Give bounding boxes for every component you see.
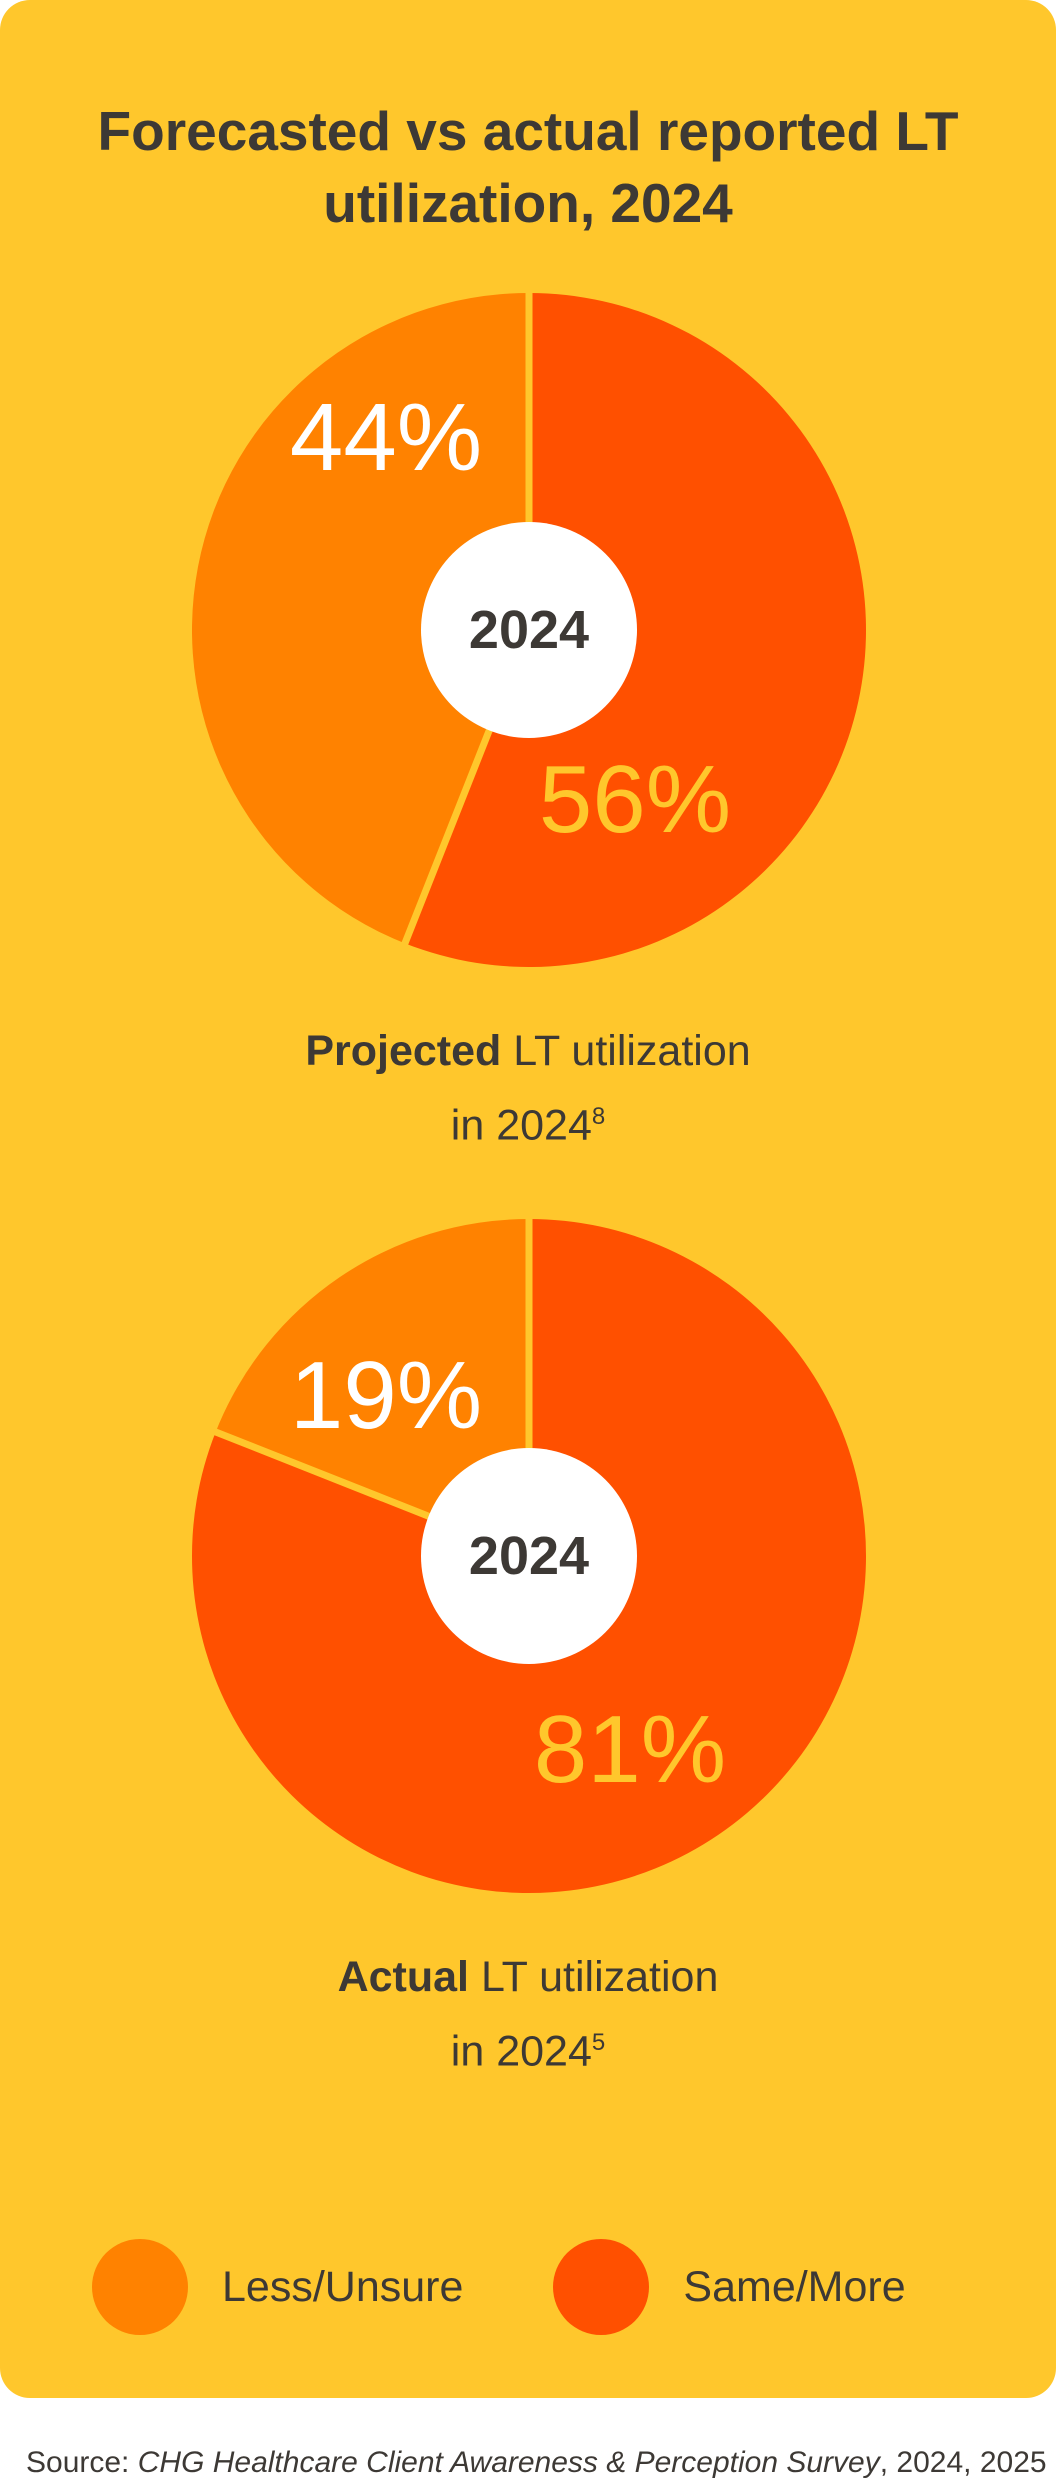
center-hole xyxy=(421,522,637,738)
center-label: 2024 xyxy=(469,600,589,660)
caption-text: LT utilization xyxy=(501,1027,751,1075)
source-years: , 2024, 2025 xyxy=(879,2446,1047,2479)
data-label-same-more: 81% xyxy=(534,1696,726,1803)
caption-actual: Actual LT utilization in 20245 xyxy=(0,1944,1056,2084)
source-title: CHG Healthcare Client Awareness & Percep… xyxy=(137,2446,880,2479)
caption-text: LT utilization xyxy=(469,1953,719,2001)
legend-swatch-less-unsure xyxy=(92,2239,188,2335)
legend-label-less-unsure: Less/Unsure xyxy=(222,2262,464,2311)
slice-less-unsure xyxy=(215,1219,529,1556)
caption-bold: Projected xyxy=(305,1027,502,1075)
caption-bold: Actual xyxy=(337,1953,470,2001)
caption-line2: in 2024 xyxy=(450,2027,592,2076)
source-note: Source: CHG Healthcare Client Awareness … xyxy=(26,2446,1047,2480)
center-hole xyxy=(421,1448,637,1664)
legend-label-same-more: Same/More xyxy=(683,2262,906,2311)
source-prefix: Source: xyxy=(26,2446,138,2479)
caption-line2: in 2024 xyxy=(450,1101,592,1150)
footnote-marker: 5 xyxy=(591,2029,606,2056)
footnote-marker: 8 xyxy=(591,1103,606,1130)
legend: Less/Unsure Same/More xyxy=(92,2239,996,2335)
center-label: 2024 xyxy=(469,1526,589,1586)
data-label-less-unsure: 19% xyxy=(290,1342,482,1449)
chart-title: Forecasted vs actual reported LT utiliza… xyxy=(97,100,959,234)
pie-chart-projected: 2024 44% 56% xyxy=(191,291,866,967)
pie-chart-actual: 2024 19% 81% xyxy=(191,1217,866,1893)
slice-less-unsure xyxy=(191,293,529,944)
data-label-same-more: 56% xyxy=(539,746,731,853)
chart-card: Forecasted vs actual reported LT utiliza… xyxy=(0,0,1056,2398)
caption-projected: Projected LT utilization in 20248 xyxy=(0,1018,1056,1158)
legend-swatch-same-more xyxy=(553,2239,650,2335)
data-label-less-unsure: 44% xyxy=(290,384,482,491)
